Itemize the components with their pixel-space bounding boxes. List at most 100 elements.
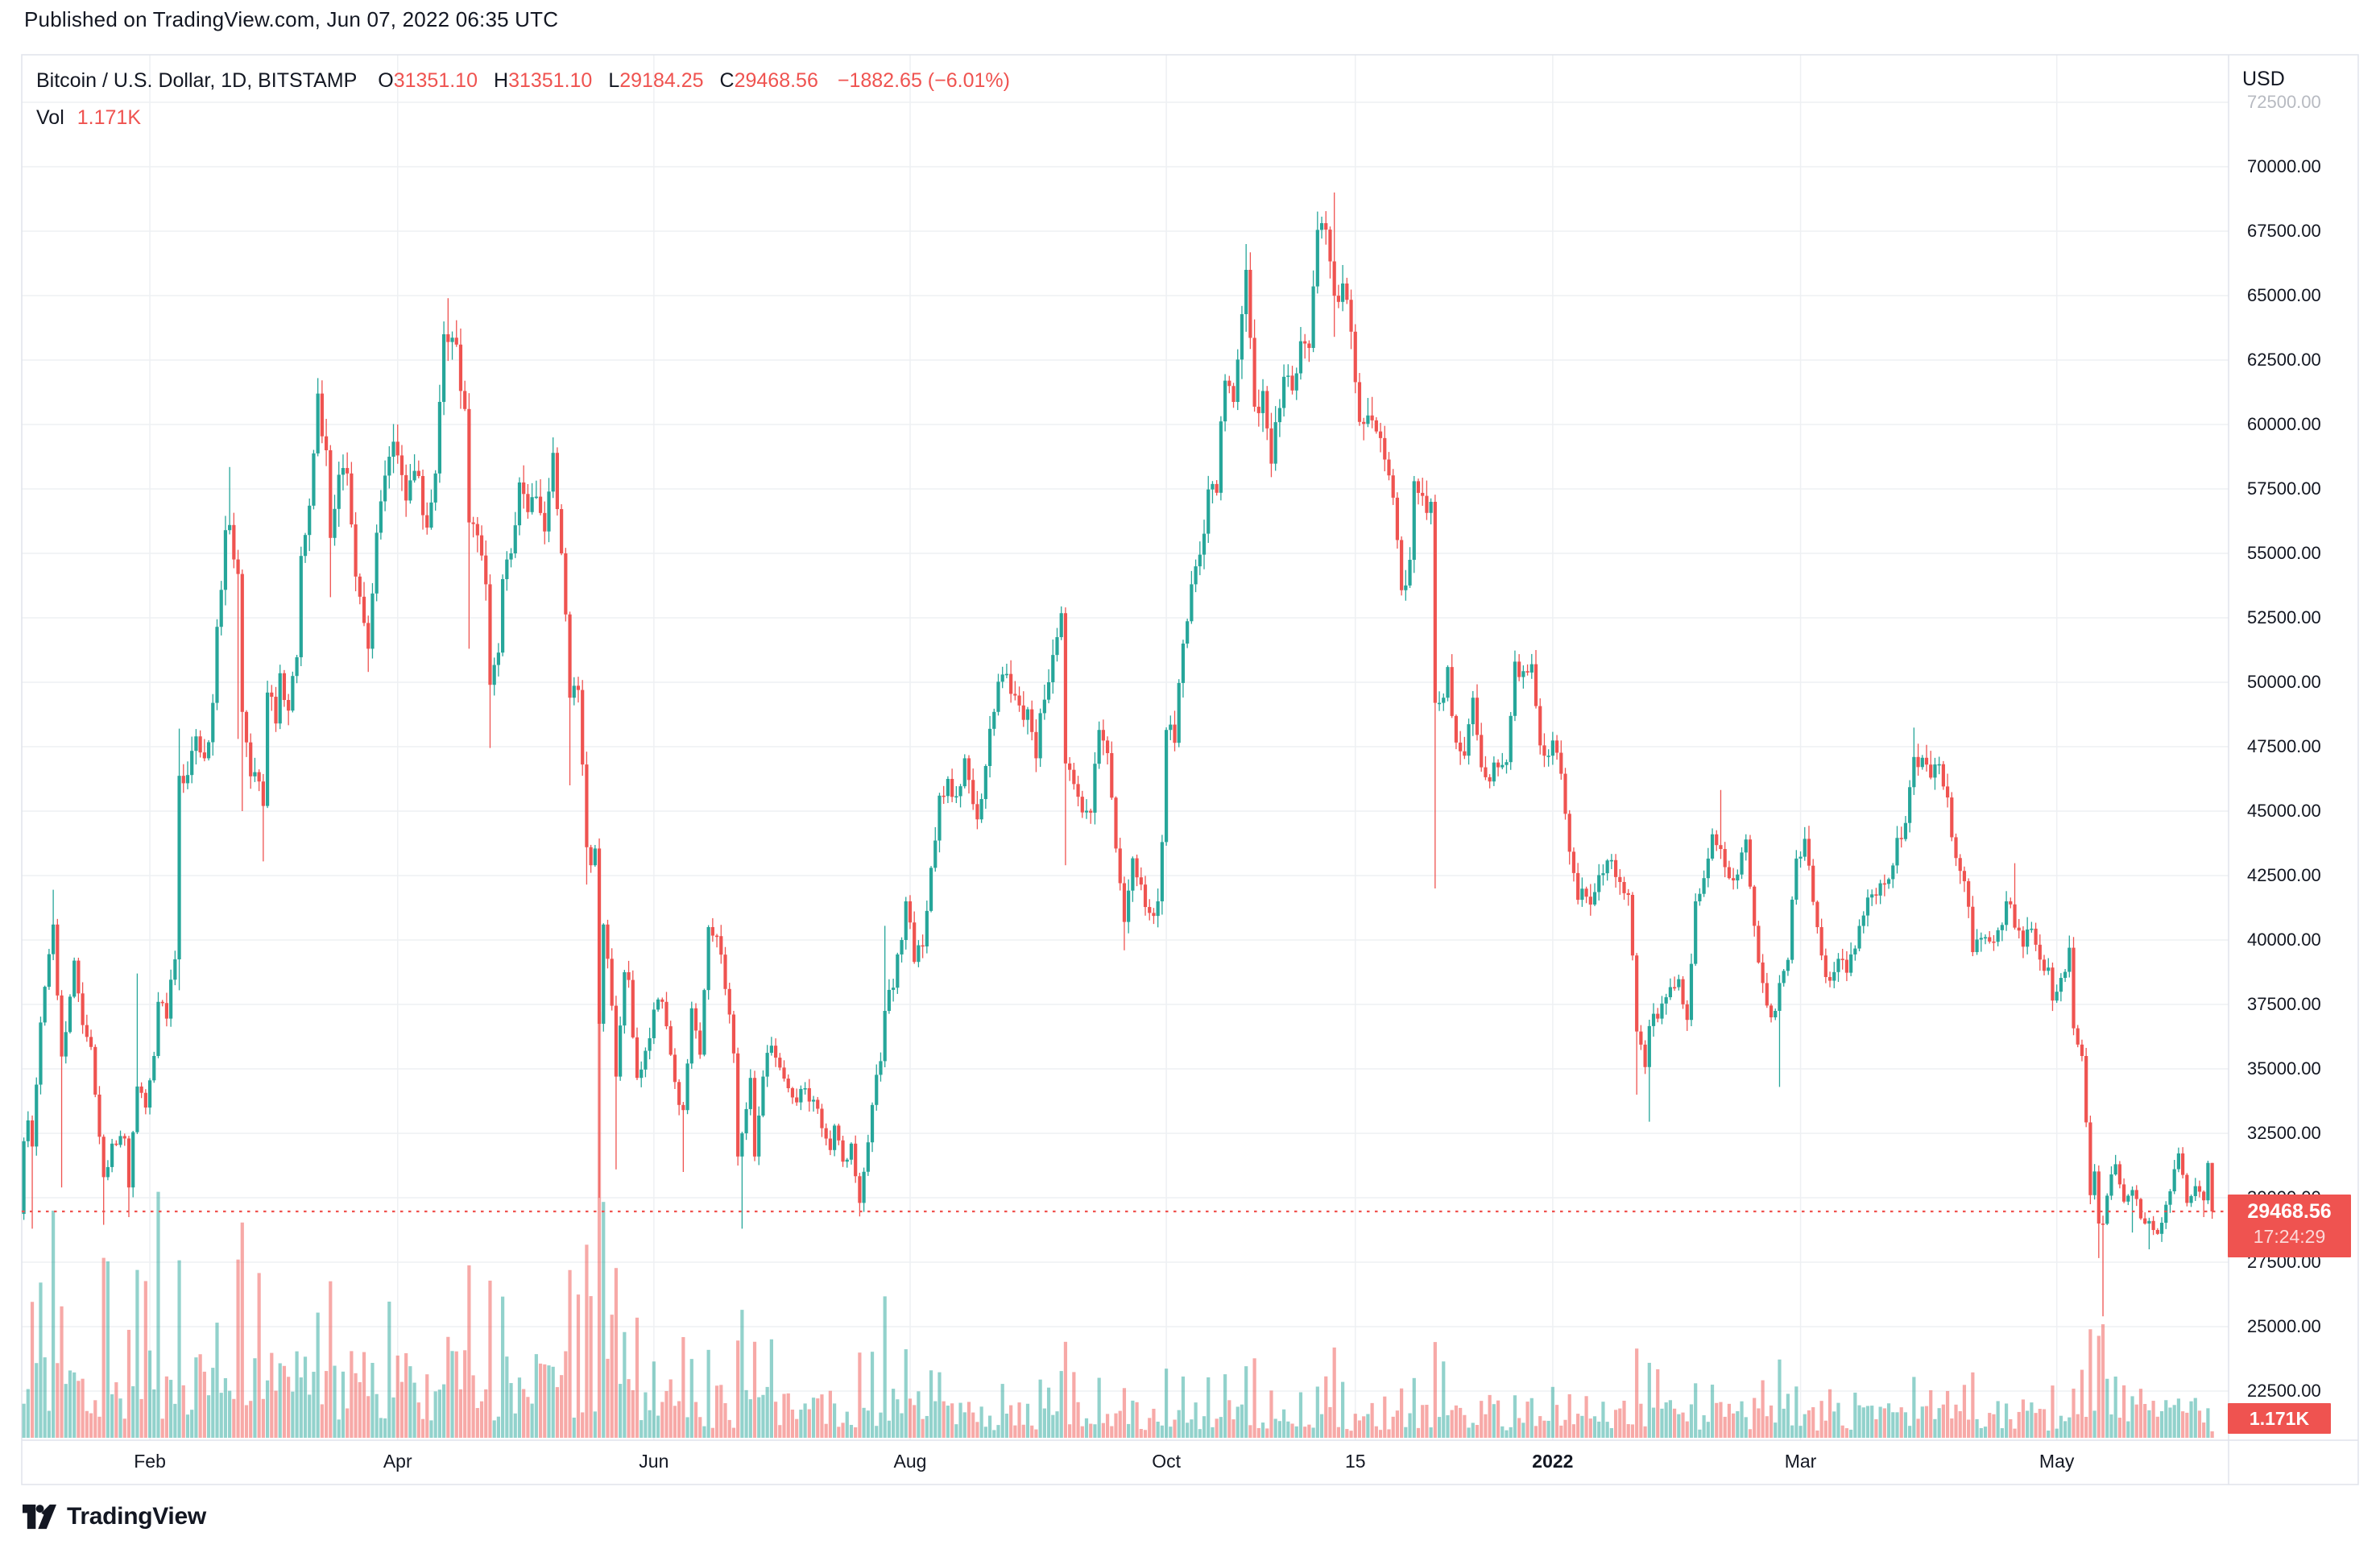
- candle-body: [270, 692, 274, 698]
- candle-body: [576, 685, 581, 690]
- volume-bar: [2088, 1329, 2092, 1438]
- volume-bar: [1899, 1407, 1903, 1438]
- candle-body: [56, 924, 60, 996]
- volume-bar: [551, 1366, 555, 1438]
- volume-bar: [1626, 1424, 1630, 1438]
- candle-body: [593, 848, 597, 866]
- price-tick-label: 72500.00: [2247, 92, 2321, 112]
- candle-body: [1412, 481, 1416, 560]
- bar-countdown: 17:24:29: [2253, 1226, 2326, 1247]
- candle-body: [39, 1022, 43, 1085]
- candle-body: [585, 764, 589, 847]
- candle-body: [1694, 901, 1698, 964]
- candle-body: [2143, 1218, 2147, 1224]
- candle-body: [1832, 971, 1836, 981]
- volume-bar: [1874, 1418, 1878, 1438]
- candle-body: [1068, 763, 1072, 770]
- volume-bar: [471, 1375, 475, 1438]
- volume-bar: [740, 1310, 744, 1438]
- tradingview-footer[interactable]: TradingView: [23, 1503, 206, 1530]
- candle-body: [1093, 764, 1097, 813]
- candle-wick: [1438, 691, 1440, 711]
- candle-wick: [103, 1134, 105, 1225]
- candle-body: [1131, 858, 1135, 891]
- candle-body: [1370, 415, 1374, 420]
- volume-bar: [354, 1373, 358, 1438]
- volume-bar: [1236, 1406, 1240, 1438]
- price-tick-label: 22500.00: [2247, 1381, 2321, 1401]
- candle-wick: [1505, 759, 1508, 774]
- candle-body: [1324, 223, 1328, 230]
- volume-bar: [1311, 1427, 1315, 1438]
- candle-body: [2185, 1174, 2189, 1203]
- volume-bar: [538, 1363, 543, 1438]
- candle-body: [215, 627, 219, 703]
- candle-body: [1794, 858, 1798, 900]
- volume-bar: [253, 1358, 257, 1438]
- volume-bar: [602, 1202, 606, 1438]
- candle-body: [1156, 901, 1160, 917]
- volume-bar: [610, 1315, 614, 1438]
- candle-body: [664, 1001, 668, 1027]
- candle-body: [329, 450, 333, 538]
- candle-body: [1391, 475, 1395, 498]
- candle-body: [1378, 431, 1383, 438]
- candle-body: [2067, 947, 2072, 972]
- candle-body: [1689, 963, 1694, 1021]
- volume-bar: [2063, 1421, 2067, 1438]
- volume-bar: [576, 1294, 581, 1438]
- volume-bar: [274, 1390, 278, 1438]
- volume-bar: [362, 1352, 366, 1438]
- volume-bar: [1198, 1429, 1202, 1438]
- candle-wick: [2131, 1186, 2134, 1233]
- candle-body: [719, 936, 723, 955]
- symbol-title[interactable]: Bitcoin / U.S. Dollar, 1D, BITSTAMP: [36, 69, 358, 92]
- volume-bar: [185, 1414, 190, 1438]
- candle-body: [2000, 925, 2004, 930]
- volume-bar: [1798, 1426, 1803, 1438]
- volume-bar: [1807, 1410, 1811, 1438]
- candle-body: [950, 779, 954, 797]
- candle-body: [1916, 756, 1920, 768]
- volume-bar: [564, 1351, 568, 1438]
- candle-body: [1425, 495, 1429, 513]
- volume-bar: [1803, 1414, 1807, 1438]
- currency-axis-label[interactable]: USD: [2242, 68, 2288, 93]
- volume-bar: [723, 1403, 727, 1438]
- candle-body: [2063, 971, 2067, 979]
- volume-label: Vol: [36, 106, 64, 129]
- volume-bar: [904, 1349, 908, 1438]
- candle-body: [811, 1099, 816, 1102]
- candle-body: [1673, 987, 1677, 989]
- candle-body: [1437, 702, 1442, 705]
- candle-wick: [136, 973, 139, 1134]
- volume-bar: [1110, 1426, 1114, 1438]
- volume-bar: [228, 1390, 232, 1438]
- candle-body: [437, 401, 441, 474]
- volume-bar: [1207, 1377, 1211, 1438]
- candle-body: [118, 1136, 122, 1145]
- candle-body: [2210, 1162, 2214, 1212]
- volume-bar: [2013, 1428, 2017, 1438]
- volume-bar: [1059, 1371, 1063, 1438]
- volume-bar: [2206, 1408, 2210, 1438]
- volume-bar: [30, 1302, 35, 1438]
- candle-body: [2117, 1164, 2121, 1185]
- candle-body: [560, 509, 564, 553]
- candle-body: [1080, 797, 1084, 813]
- volume-legend: Vol 1.171K: [36, 106, 141, 130]
- candle-body: [2080, 1044, 2084, 1056]
- candle-body: [1450, 667, 1454, 716]
- candle-body: [1000, 674, 1004, 682]
- volume-bar: [1525, 1402, 1529, 1438]
- candle-body: [887, 989, 891, 1011]
- candle-body: [1933, 764, 1937, 778]
- volume-bar: [77, 1381, 81, 1438]
- volume-bar: [420, 1418, 425, 1438]
- candle-wick: [451, 331, 453, 360]
- candle-body: [1357, 382, 1362, 422]
- candle-body: [896, 954, 900, 988]
- price-tick-label: 45000.00: [2247, 801, 2321, 821]
- candle-body: [854, 1143, 858, 1177]
